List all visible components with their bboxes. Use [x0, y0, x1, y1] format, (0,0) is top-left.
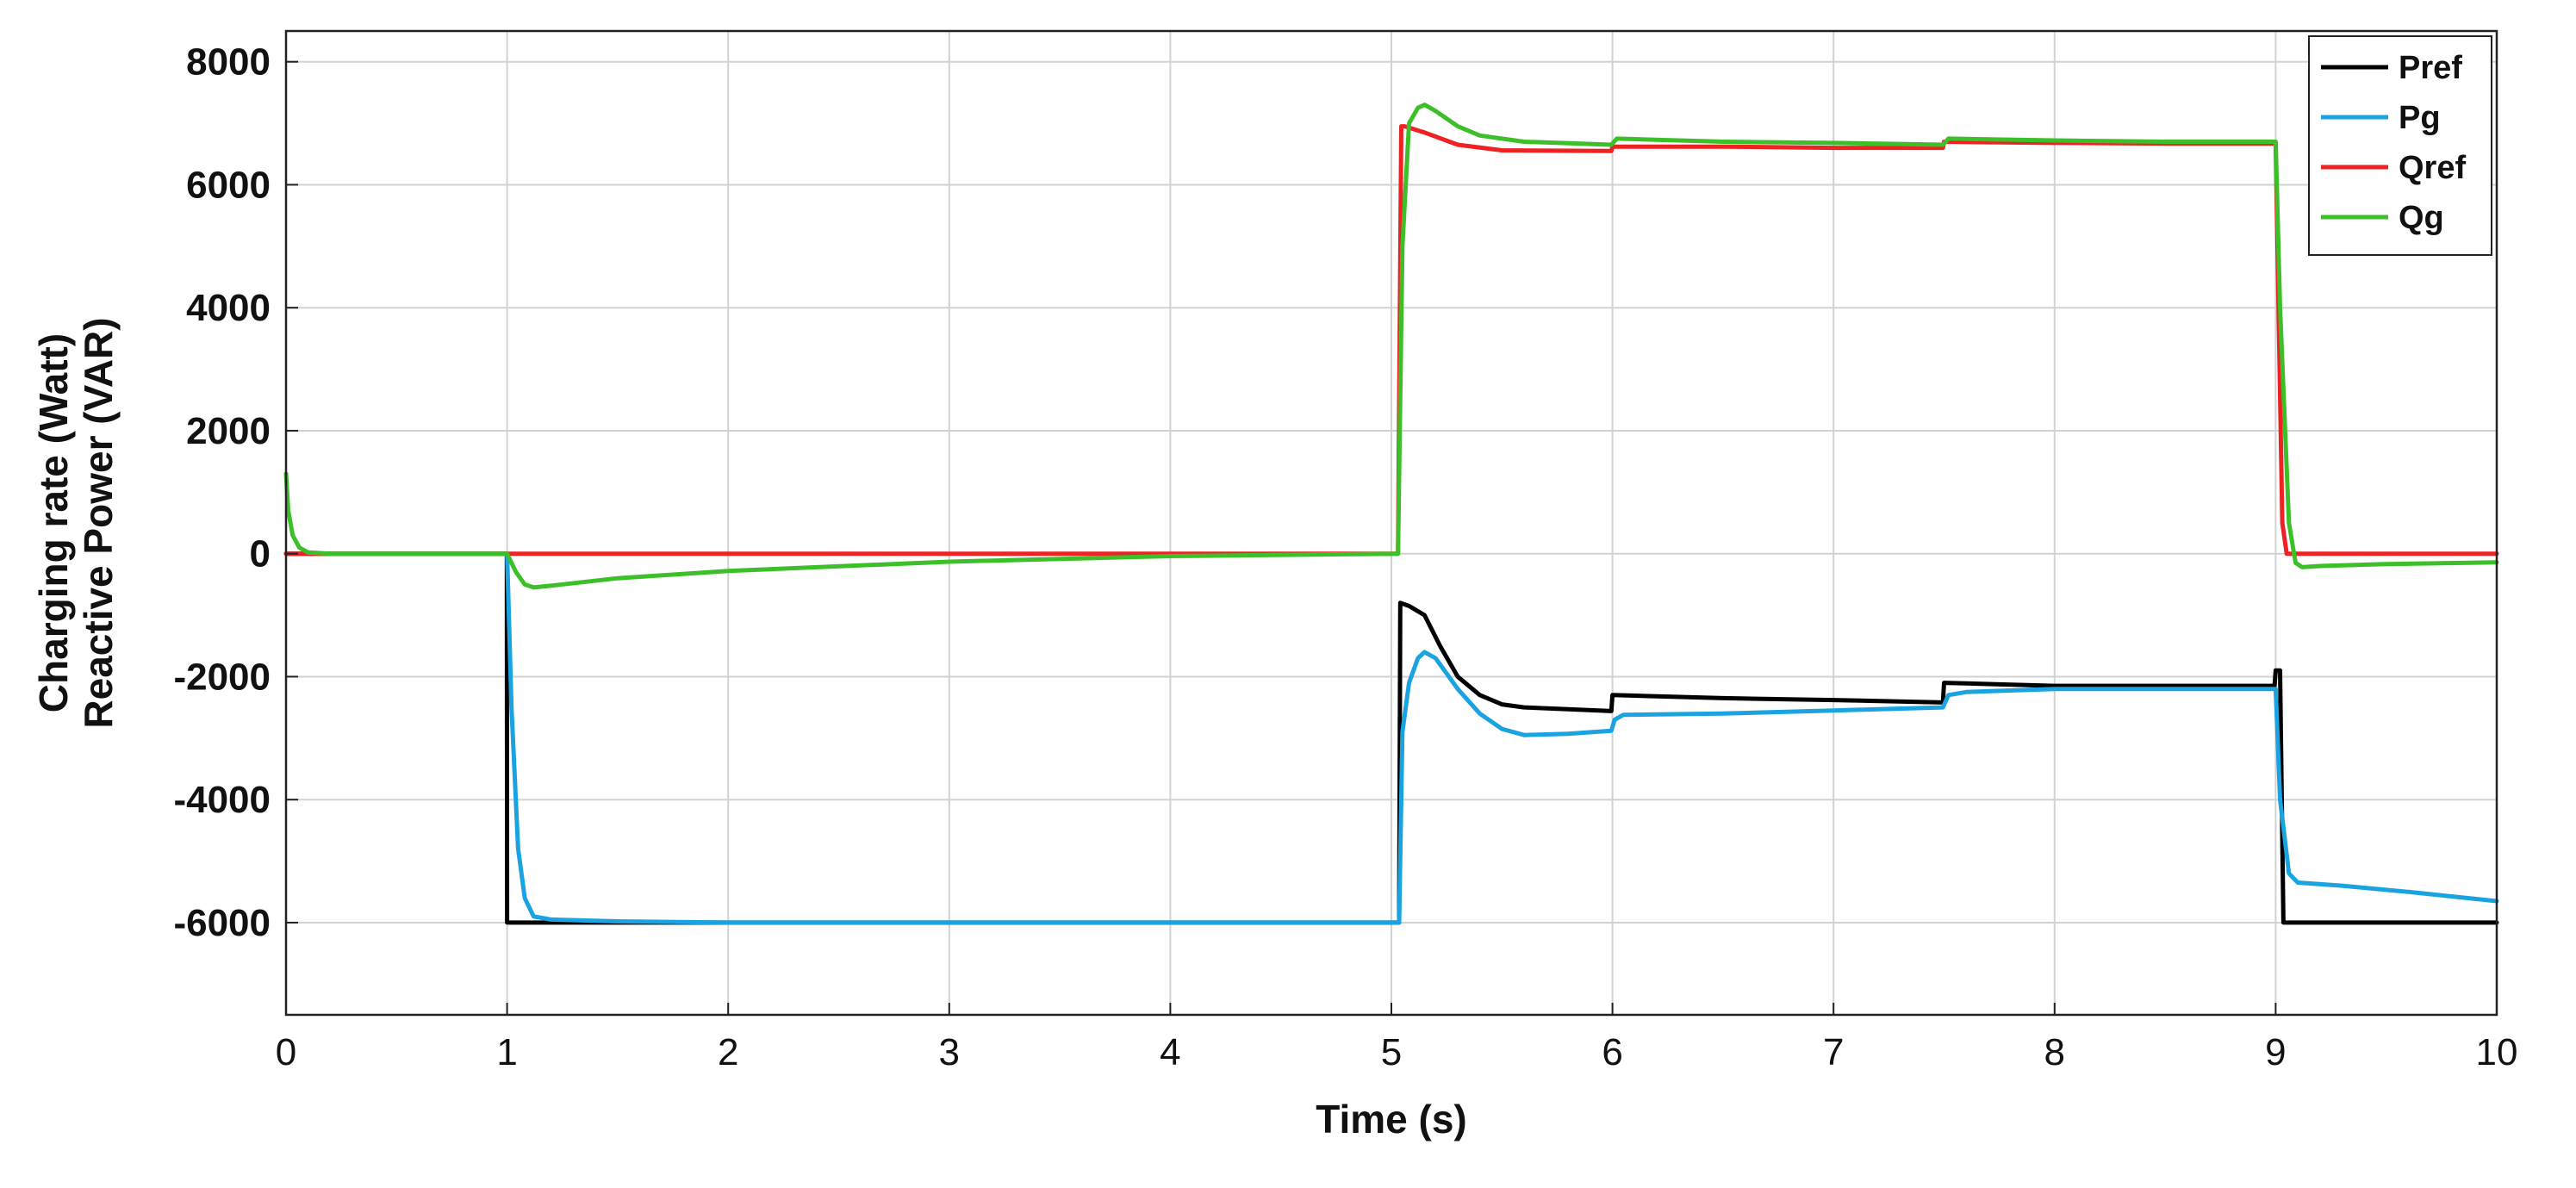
x-tick-label: 3: [939, 1031, 960, 1073]
x-tick-label: 0: [276, 1031, 296, 1073]
legend-label: Qg: [2399, 200, 2444, 236]
x-axis-ticks: 0 1 2 3 4 5 6 7 8 9 10: [276, 1003, 2518, 1073]
y-tick-label: -6000: [173, 902, 271, 944]
x-tick-label: 7: [1823, 1031, 1844, 1073]
x-tick-label: 4: [1160, 1031, 1180, 1073]
legend-item-qg: Qg: [2321, 200, 2444, 236]
y-tick-label: 4000: [186, 287, 271, 329]
x-tick-label: 5: [1381, 1031, 1402, 1073]
x-tick-label: 2: [718, 1031, 738, 1073]
legend-label: Pref: [2399, 50, 2462, 86]
series-line-pref: [283, 551, 2499, 925]
y-tick-label: 8000: [186, 41, 271, 84]
y-axis-ticks: -6000 -4000 -2000 0 2000 4000 6000 8000: [173, 41, 298, 944]
legend-item-pg: Pg: [2321, 100, 2441, 136]
x-tick-label: 10: [2476, 1031, 2518, 1073]
legend-label: Qref: [2399, 150, 2466, 186]
y-tick-label: 2000: [186, 410, 271, 452]
y-tick-label: -4000: [173, 779, 271, 821]
x-tick-label: 9: [2265, 1031, 2286, 1073]
y-tick-label: 6000: [186, 164, 271, 206]
plot-area: [283, 29, 2499, 1017]
series-line-pg: [283, 551, 2499, 925]
legend-items: Pref Pg Qref Qg: [2321, 50, 2466, 236]
x-tick-label: 1: [496, 1031, 517, 1073]
y-axis-title-line-1: Charging rate (Watt): [31, 333, 76, 712]
series-layer: [283, 103, 2499, 925]
series-line-qg: [283, 103, 2499, 590]
y-tick-label: -2000: [173, 656, 271, 698]
legend-item-qref: Qref: [2321, 150, 2466, 186]
x-tick-label: 6: [1602, 1031, 1622, 1073]
legend-item-pref: Pref: [2321, 50, 2462, 86]
x-tick-label: 8: [2044, 1031, 2065, 1073]
legend-label: Pg: [2399, 100, 2441, 136]
x-axis-title: Time (s): [1316, 1097, 1467, 1141]
y-tick-label: 0: [250, 533, 271, 575]
y-axis-title-line-2: Reactive Power (VAR): [76, 317, 121, 728]
legend: Pref Pg Qref Qg: [2308, 35, 2492, 256]
